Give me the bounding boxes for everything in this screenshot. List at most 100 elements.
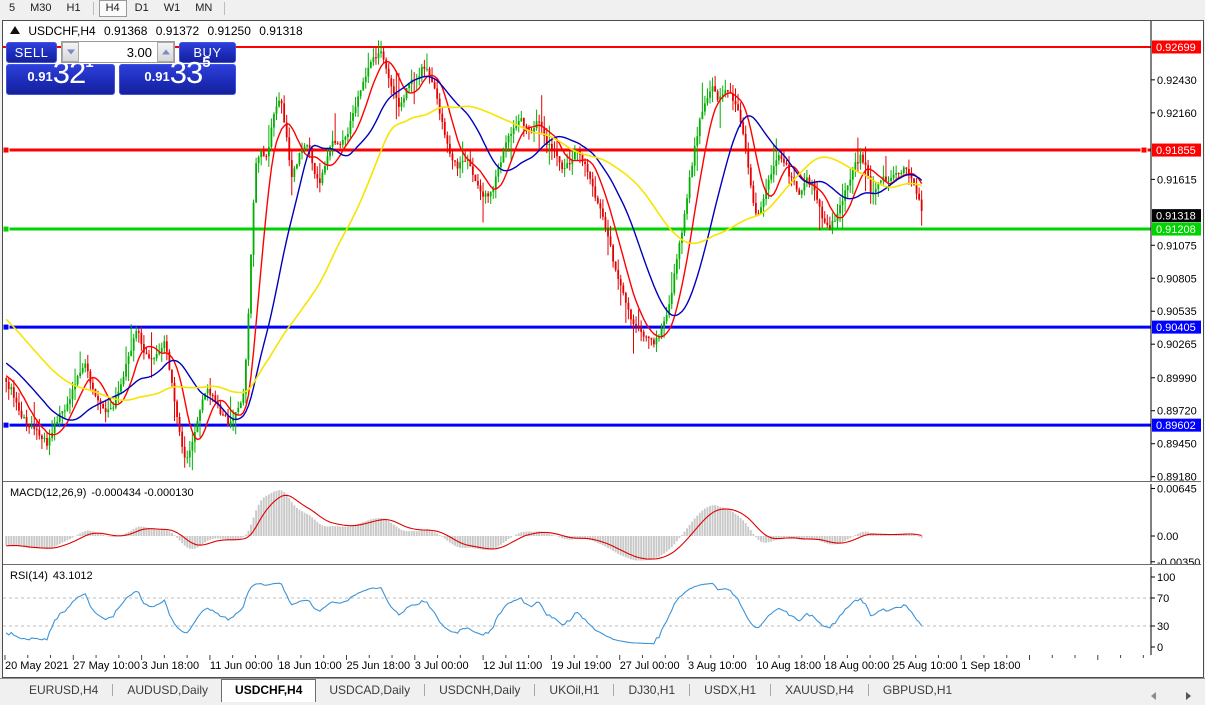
chart-tab-dj30-h1[interactable]: DJ30,H1 <box>628 683 676 697</box>
time-axis-label: 27 Jul 00:00 <box>619 660 680 672</box>
time-axis-label: 3 Jun 18:00 <box>141 660 200 672</box>
timeframe-button-d1[interactable]: D1 <box>134 2 149 14</box>
chart-tab-bar: EURUSD,H4 AUDUSD,Daily USDCHF,H4 USDCAD,Dai… <box>0 678 1205 703</box>
tab-divider <box>534 684 536 696</box>
hline-handle <box>3 146 10 154</box>
chart-tab-eurusd-h4[interactable]: EURUSD,H4 <box>29 683 99 697</box>
rsi-axis-label: 0 <box>1157 642 1163 654</box>
ma-56 <box>5 105 922 402</box>
buy-price-small: 0.91 <box>144 69 170 84</box>
ma-24 <box>5 75 923 421</box>
chart-tab-usdcnh-daily[interactable]: USDCNH,Daily <box>439 683 521 697</box>
hline-handle <box>3 225 10 233</box>
timeframe-button-m30[interactable]: M30 <box>30 2 52 14</box>
axis-tick-label: 0.90265 <box>1157 339 1197 351</box>
hline-handle <box>3 421 10 429</box>
tab-divider <box>424 684 426 696</box>
tab-divider <box>689 684 691 696</box>
timeframe-button-h1[interactable]: H1 <box>66 2 81 14</box>
hline-handle <box>3 323 10 331</box>
time-axis-label: 18 Aug 00:00 <box>824 660 890 672</box>
chart-tab-usdchf-h4[interactable]: USDCHF,H4 <box>221 679 317 702</box>
timeframe-toolbar: 5 M30 H1 H4 D1 W1 MN <box>0 0 1205 19</box>
time-axis-label: 3 Aug 10:00 <box>688 660 747 672</box>
volume-box: 3.00 <box>61 41 175 63</box>
chart-tab-xauusd-h4[interactable]: XAUUSD,H4 <box>785 683 854 697</box>
axis-tick-label: 0.89720 <box>1157 406 1197 418</box>
macd-axis-label: 0.00 <box>1157 531 1178 543</box>
rsi-axis-label: 100 <box>1157 572 1175 584</box>
ma-9 <box>5 60 923 441</box>
axis-tick-label: 0.92430 <box>1157 75 1197 87</box>
tab-divider <box>867 684 869 696</box>
toolbar-separator <box>92 2 94 15</box>
chart-tab-usdcad-daily[interactable]: USDCAD,Daily <box>329 683 411 697</box>
time-axis: 20 May 2021 27 May 10:00 3 Jun 18:00 11 Jun… <box>3 655 1201 675</box>
time-axis-label: 11 Jun 00:00 <box>209 660 273 672</box>
chart-tab-usdx-h1[interactable]: USDX,H1 <box>704 683 757 697</box>
chart-tab-ukoil-h1[interactable]: UKOil,H1 <box>549 683 600 697</box>
price-chart-pane[interactable]: 0.92430 0.92160 0.91615 0.91075 0.90805 0.905… <box>3 21 1201 481</box>
level-price-badge: 0.92699 <box>1156 42 1196 54</box>
chart-high: 0.91372 <box>155 24 200 38</box>
timeframe-button-mn[interactable]: MN <box>195 2 213 14</box>
tab-scroll-left-icon[interactable] <box>1150 692 1156 700</box>
symbol-direction-icon <box>10 26 20 34</box>
volume-increase-button[interactable] <box>157 42 174 62</box>
rsi-label: RSI(14) 43.1012 <box>10 570 93 582</box>
one-click-trading-panel: SELL 3.00 BUY 0.91321 0.91335 <box>6 41 238 95</box>
level-price-badge: 0.89602 <box>1156 420 1196 432</box>
time-axis-label: 27 May 10:00 <box>73 660 140 672</box>
sell-button[interactable]: SELL <box>6 42 57 63</box>
chart-window: USDCHF,H4 0.91368 0.91372 0.91250 0.9131… <box>2 20 1204 678</box>
volume-decrease-button[interactable] <box>62 42 79 62</box>
timeframe-button-w1[interactable]: W1 <box>163 2 181 14</box>
hline-handle <box>1140 146 1148 154</box>
current-price-badge: 0.91318 <box>1156 211 1196 223</box>
buy-price-big: 33 <box>169 55 203 90</box>
timeframe-button-h4[interactable]: H4 <box>98 0 127 17</box>
axis-tick-label: 0.89990 <box>1157 373 1197 385</box>
axis-tick-label: 0.89450 <box>1157 439 1197 451</box>
pane-separator[interactable] <box>3 481 1201 483</box>
time-axis-label: 19 Jul 19:00 <box>551 660 612 672</box>
axis-tick-label: 0.90805 <box>1157 273 1197 285</box>
time-axis-label: 25 Jun 18:00 <box>346 660 411 672</box>
sell-price-display[interactable]: 0.91321 <box>6 54 115 95</box>
axis-tick-label: 0.92160 <box>1157 108 1197 120</box>
rsi-indicator-pane[interactable]: 100 70 30 0 <box>3 567 1201 655</box>
tab-scroll-right-icon[interactable] <box>1186 692 1191 700</box>
time-axis-label: 25 Aug 10:00 <box>892 660 958 672</box>
toolbar-separator <box>224 2 226 15</box>
macd-signal-line <box>6 494 922 560</box>
buy-button[interactable]: BUY <box>179 42 236 63</box>
time-axis-label: 10 Aug 18:00 <box>756 660 822 672</box>
buy-price-display[interactable]: 0.91335 <box>119 54 236 95</box>
axis-tick-label: 0.90535 <box>1157 306 1197 318</box>
time-axis-label: 1 Sep 18:00 <box>961 660 1021 672</box>
axis-tick-label: 0.91075 <box>1157 240 1197 252</box>
macd-label: MACD(12,26,9) -0.000434 -0.000130 <box>10 487 194 499</box>
time-axis-label: 3 Jul 00:00 <box>414 660 469 672</box>
tab-scroll-arrows <box>1125 687 1191 705</box>
macd-axis-label: -0.00350 <box>1157 557 1200 564</box>
chart-symbol: USDCHF,H4 <box>28 24 96 38</box>
time-axis-ticks <box>4 655 1144 660</box>
macd-indicator-pane[interactable]: 0.00645 0.00 -0.00350 <box>3 484 1201 564</box>
volume-value[interactable]: 3.00 <box>126 45 152 60</box>
sell-price-small: 0.91 <box>27 69 53 84</box>
chart-title: USDCHF,H4 0.91368 0.91372 0.91250 0.9131… <box>10 24 308 38</box>
level-price-badge: 0.90405 <box>1156 322 1196 334</box>
chart-tab-gbpusd-h1[interactable]: GBPUSD,H1 <box>882 683 953 697</box>
buy-price-sup: 5 <box>202 54 211 71</box>
level-price-badge: 0.91855 <box>1156 145 1196 157</box>
chart-close: 0.91318 <box>259 24 303 38</box>
time-axis-label: 18 Jun 10:00 <box>278 660 342 672</box>
pane-separator[interactable] <box>3 564 1201 566</box>
chart-tab-audusd-daily[interactable]: AUDUSD,Daily <box>127 683 209 697</box>
chart-open: 0.91368 <box>104 24 148 38</box>
time-axis-label: 20 May 2021 <box>5 660 69 672</box>
timeframe-button-5[interactable]: 5 <box>9 2 16 14</box>
macd-axis-label: 0.00645 <box>1157 484 1197 496</box>
